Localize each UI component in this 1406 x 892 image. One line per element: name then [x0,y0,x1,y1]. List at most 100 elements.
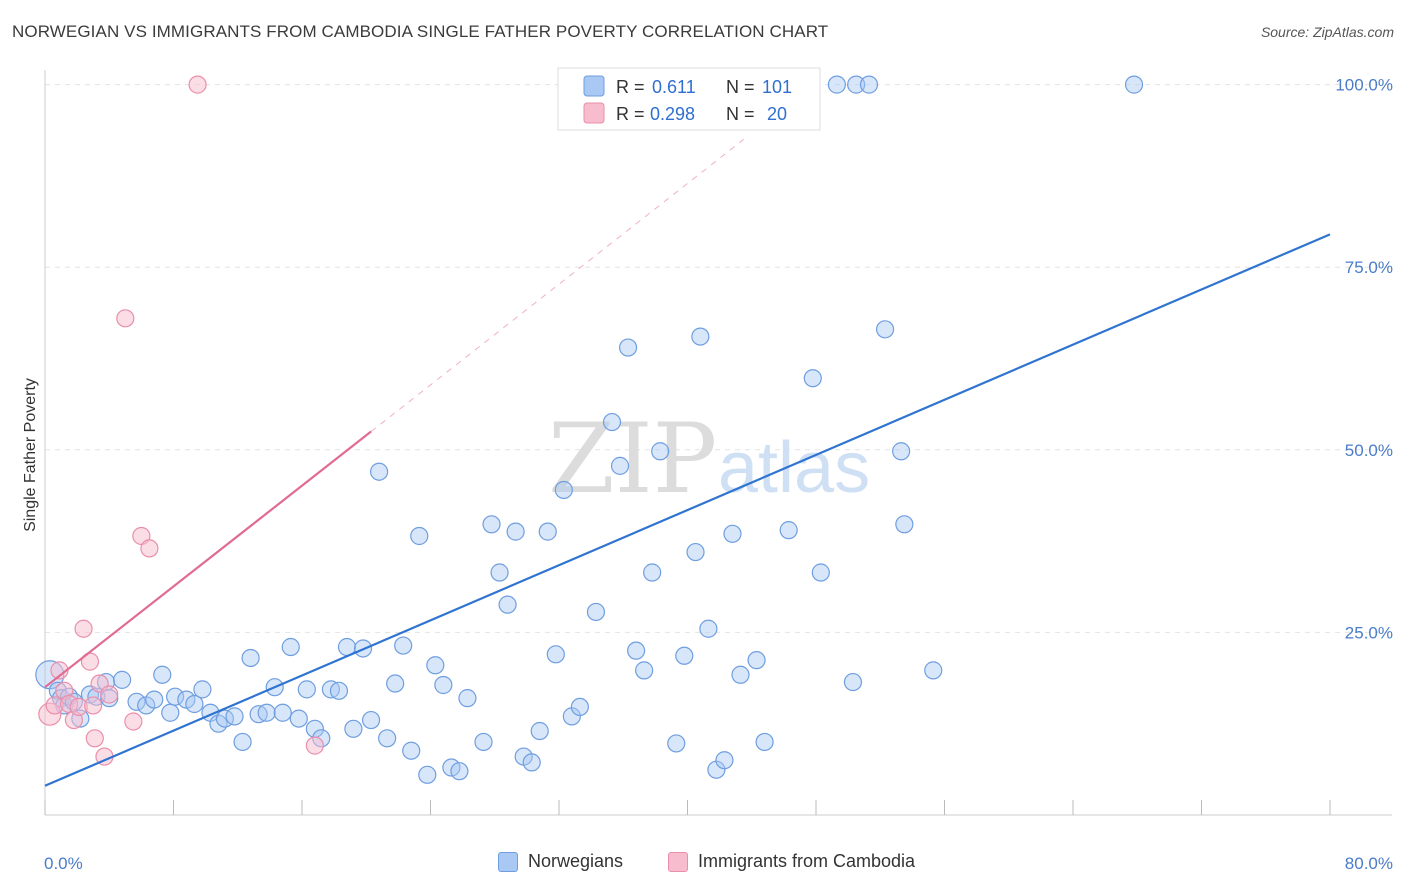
point-norwegians-97 [892,442,911,461]
point-norwegians-32 [289,709,308,728]
point-norwegians-44 [386,674,405,693]
point-norwegians-90 [803,369,822,388]
point-norwegians-30 [273,703,292,722]
point-norwegians-60 [522,753,541,772]
y-tick-label-3: 100.0% [1335,76,1393,95]
point-norwegians-93 [843,672,863,692]
point-norwegians-91 [811,563,830,582]
point-norwegians-16 [161,703,180,722]
point-norwegians-47 [410,526,429,546]
point-norwegians-68 [602,412,622,432]
point-norwegians-19 [185,694,204,714]
trendline-cambodia-extension [370,138,745,432]
point-norwegians-76 [667,734,686,753]
point-norwegians-79 [691,327,710,346]
trendline-norwegians [44,233,1331,787]
point-cambodia-17 [188,75,207,94]
grid-lines [45,84,1392,633]
source-credit: Source: ZipAtlas.com [1260,24,1394,40]
point-norwegians-48 [418,765,437,784]
point-norwegians-92 [827,75,846,94]
cambodia-points [38,75,324,766]
point-norwegians-39 [344,719,363,738]
watermark-zip: ZIP [548,403,717,515]
point-norwegians-17 [166,687,185,706]
chart-title: NORWEGIAN VS IMMIGRANTS FROM CAMBODIA SI… [12,22,829,41]
x-tick-label-0: 0.0% [44,854,83,873]
point-norwegians-99 [924,661,943,680]
point-norwegians-45 [394,636,413,655]
legend-r-label-cambodia: R = [616,104,645,124]
point-norwegians-41 [361,710,381,730]
point-norwegians-46 [402,741,421,760]
trend-lines [44,138,1331,787]
legend-n-label-norwegians: N = [726,77,755,97]
legend-swatch-cambodia [583,102,605,124]
point-cambodia-13 [116,309,135,328]
point-norwegians-87 [755,732,774,752]
point-norwegians-56 [490,563,509,582]
legend-r-value-cambodia: 0.298 [650,104,695,124]
point-norwegians-49 [426,656,445,675]
point-norwegians-54 [474,732,493,752]
legend-item-cambodia: Immigrants from Cambodia [668,851,915,872]
point-cambodia-19 [84,696,103,715]
point-norwegians-77 [675,646,694,665]
point-cambodia-18 [305,736,324,755]
point-norwegians-50 [434,675,453,695]
point-norwegians-64 [554,480,573,500]
y-axis-label: Single Father Poverty [22,378,39,532]
point-norwegians-28 [257,703,276,722]
point-norwegians-14 [145,690,164,709]
legend-n-value-cambodia: 20 [767,104,787,124]
y-tick-label-0: 25.0% [1345,623,1393,642]
point-norwegians-83 [723,524,742,543]
legend-n-label-cambodia: N = [726,104,755,124]
point-norwegians-42 [370,462,389,481]
norwegians-points [35,75,1144,784]
point-norwegians-53 [458,689,477,708]
point-norwegians-57 [498,595,517,614]
point-norwegians-66 [570,697,589,717]
point-norwegians-58 [506,522,525,541]
y-tick-label-2: 75.0% [1345,258,1393,277]
x-tick-label-1: 80.0% [1345,854,1393,873]
point-norwegians-95 [859,75,879,94]
point-cambodia-12 [100,685,119,704]
y-tick-label-1: 50.0% [1345,441,1393,460]
point-norwegians-15 [153,665,172,684]
point-norwegians-96 [875,320,895,339]
point-norwegians-12 [127,692,146,711]
point-norwegians-33 [297,680,316,699]
point-norwegians-11 [112,670,132,689]
point-cambodia-14 [124,712,143,731]
point-cambodia-16 [140,539,159,558]
legend-label-cambodia: Immigrants from Cambodia [698,851,916,871]
point-norwegians-37 [329,681,349,700]
point-norwegians-69 [610,456,630,475]
point-norwegians-70 [618,338,638,357]
legend-r-label-norwegians: R = [616,77,645,97]
point-norwegians-94 [847,75,866,94]
point-norwegians-25 [233,732,252,752]
legend-swatch-norwegians [583,75,605,97]
tick-labels: 25.0% 50.0% 75.0% 100.0% 0.0% 80.0% [44,76,1393,873]
point-norwegians-61 [530,721,549,741]
point-cambodia-7 [74,619,93,638]
legend-n-value-norwegians: 101 [762,77,792,97]
watermark: ZIP atlas [548,403,870,515]
point-norwegians-100 [1124,75,1144,94]
axes [44,70,1392,816]
point-norwegians-26 [241,648,260,668]
point-norwegians-71 [626,641,646,660]
point-cambodia-9 [85,729,104,748]
watermark-atlas: atlas [718,428,870,508]
legend-swatch-cambodia-bottom [668,851,688,872]
point-norwegians-63 [546,645,565,664]
point-norwegians-89 [779,521,798,540]
point-norwegians-55 [482,515,501,534]
point-norwegians-31 [281,637,300,657]
point-norwegians-98 [895,515,914,534]
legend-item-norwegians: Norwegians [498,851,623,872]
